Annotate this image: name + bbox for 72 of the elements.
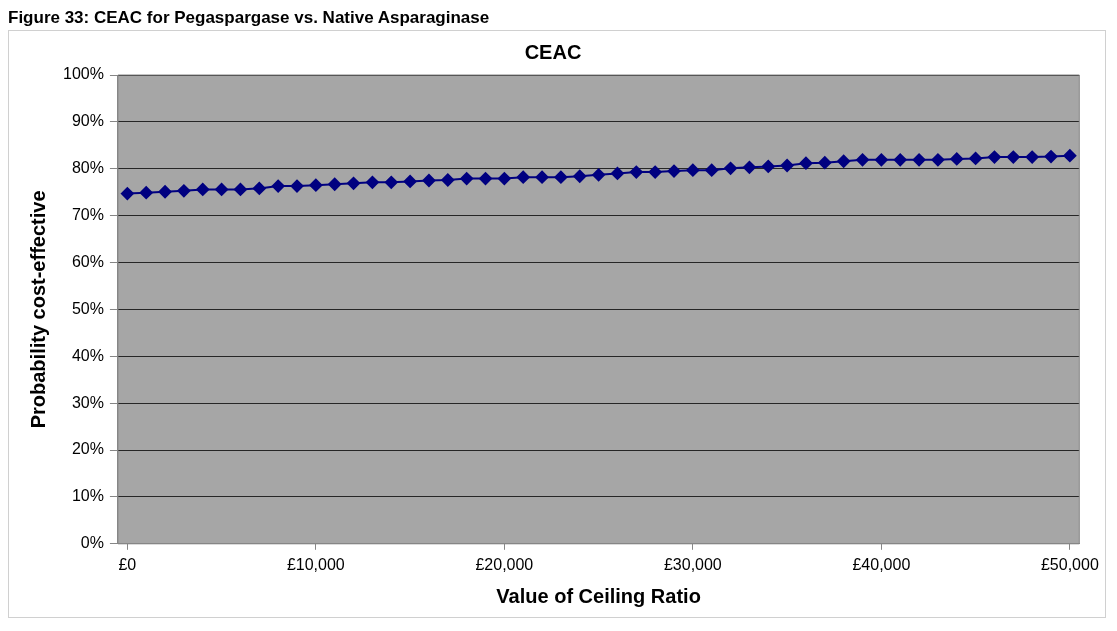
chart-title: CEAC <box>524 40 582 63</box>
point <box>290 179 304 193</box>
point <box>610 166 624 180</box>
point <box>931 153 945 167</box>
point <box>724 161 738 175</box>
point <box>497 172 511 186</box>
x-axis-title: Value of Ceiling Ratio <box>496 584 701 607</box>
point <box>139 186 153 200</box>
point <box>384 175 398 189</box>
point <box>177 184 191 198</box>
point <box>573 169 587 183</box>
y-tick-label: 0% <box>80 534 104 552</box>
point <box>893 153 907 167</box>
y-tick-label: 10% <box>71 487 104 505</box>
point <box>987 150 1001 164</box>
point <box>1006 150 1020 164</box>
y-tick-label: 70% <box>71 206 104 224</box>
point <box>592 168 606 182</box>
point <box>969 151 983 165</box>
point <box>780 158 794 172</box>
point <box>1044 150 1058 164</box>
y-tick-label: 40% <box>71 346 104 364</box>
point <box>441 173 455 187</box>
x-tick-label: £10,000 <box>286 555 345 573</box>
y-tick-label: 50% <box>71 299 104 317</box>
point <box>158 185 172 199</box>
point <box>403 174 417 188</box>
point <box>196 182 210 196</box>
point <box>252 181 266 195</box>
point <box>874 153 888 167</box>
point <box>705 163 719 177</box>
point <box>686 163 700 177</box>
point <box>479 172 492 186</box>
caption: Figure 33: CEAC for Pegaspargase vs. Native Asparaginase <box>8 8 491 28</box>
point <box>629 165 643 179</box>
point <box>648 165 662 179</box>
x-tick-label: £20,000 <box>475 555 534 573</box>
point <box>761 159 775 173</box>
point <box>837 154 851 168</box>
point <box>856 153 870 167</box>
point <box>120 187 134 201</box>
point <box>422 173 436 187</box>
point <box>1063 149 1077 163</box>
x-tick-label: £30,000 <box>663 555 722 573</box>
point <box>667 164 681 178</box>
point <box>1025 150 1039 164</box>
point <box>460 172 474 186</box>
point <box>271 179 285 193</box>
point <box>215 182 229 196</box>
y-tick-label: 100% <box>63 65 104 83</box>
point <box>233 182 247 196</box>
x-tick-label: £0 <box>118 555 137 573</box>
point <box>912 153 926 167</box>
x-tick-label: £40,000 <box>852 555 911 573</box>
point <box>328 177 342 191</box>
point <box>818 156 832 170</box>
y-tick-label: 90% <box>71 112 104 130</box>
point <box>535 170 549 184</box>
point <box>347 176 361 190</box>
y-tick-label: 80% <box>71 159 104 177</box>
point <box>554 170 568 184</box>
y-tick-label: 60% <box>71 252 104 270</box>
y-tick-label: 30% <box>71 393 104 411</box>
y-tick-label: 20% <box>71 440 104 458</box>
point <box>516 170 530 184</box>
point <box>309 178 323 192</box>
y-axis-title: Probability cost-effective <box>26 190 49 429</box>
point <box>742 160 756 174</box>
point <box>365 175 379 189</box>
point <box>799 156 813 170</box>
x-tick-label: £50,000 <box>1040 555 1099 573</box>
point <box>950 152 964 166</box>
